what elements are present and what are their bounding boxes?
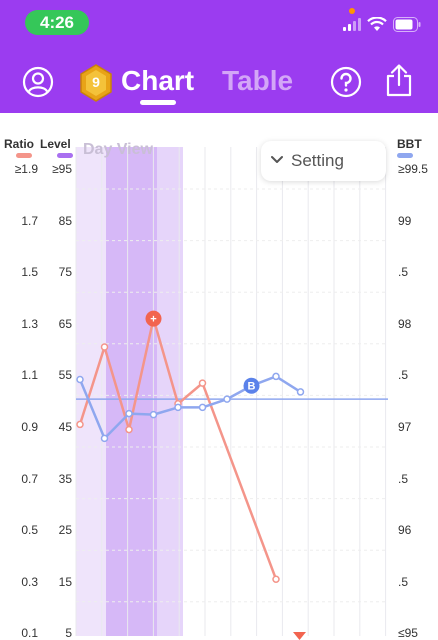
level-tick-label: 15 <box>58 574 72 589</box>
level-tick-label: 35 <box>58 471 72 486</box>
bbt-point <box>272 372 280 381</box>
scroll-indicator-icon <box>293 632 306 640</box>
level-tick-label: 55 <box>58 368 72 383</box>
level-badge-number: 9 <box>92 74 100 90</box>
ratio-point <box>198 379 207 387</box>
top-nav: 9 Chart Table <box>0 55 438 113</box>
ratio-point <box>125 425 133 434</box>
level-tick-label: 25 <box>58 523 72 538</box>
ratio-tick-label: 0.5 <box>21 523 38 538</box>
chevron-down-icon <box>271 156 283 163</box>
bbt-point <box>125 409 133 418</box>
bbt-axis-label: BBT <box>397 137 422 151</box>
wifi-icon <box>367 17 387 31</box>
bbt-point <box>223 395 231 403</box>
fertility-chart[interactable]: +B <box>0 113 438 640</box>
bbt-point <box>149 410 158 419</box>
signal-icon <box>343 18 361 31</box>
tab-table[interactable]: Table <box>222 65 294 96</box>
level-tick-label: 85 <box>58 213 72 228</box>
level-tick-label: 45 <box>58 420 72 434</box>
recording-dot-icon <box>349 8 355 14</box>
bbt-tick-label: 97 <box>398 420 412 434</box>
status-bar: 4:26 <box>0 0 438 46</box>
bbt-legend-swatch <box>397 153 413 158</box>
setting-button[interactable]: Setting <box>261 141 386 181</box>
ratio-tick-label: 1.5 <box>21 265 38 280</box>
bbt-tick-label: .5 <box>398 471 409 486</box>
peak-marker <box>145 310 162 327</box>
day-view-label[interactable]: Day View <box>83 141 153 158</box>
bbt-point <box>296 388 305 396</box>
level-tick-label: 65 <box>58 316 72 331</box>
bbt-tick-label: 98 <box>398 316 412 331</box>
ratio-point <box>100 343 109 351</box>
clock: 4:26 <box>25 10 89 35</box>
level-legend-swatch <box>57 153 73 158</box>
ratio-axis-label: Ratio <box>4 137 34 151</box>
ratio-tick-label: ≥1.9 <box>14 162 38 176</box>
setting-label: Setting <box>291 151 344 170</box>
tab-chart[interactable]: Chart <box>121 65 195 96</box>
bbt-tick-label: .5 <box>398 574 409 589</box>
app-header: 4:26 9 Chart Tab <box>0 0 438 113</box>
level-axis-label: Level <box>40 137 71 151</box>
bbt-marker <box>243 377 260 394</box>
bbt-series-line <box>78 375 302 440</box>
bbt-tick-label: .5 <box>398 368 409 383</box>
ratio-tick-label: 0.1 <box>21 626 38 640</box>
level-tick-label: 75 <box>58 265 72 280</box>
ratio-point <box>272 575 280 583</box>
peak-marker-symbol: + <box>150 314 156 326</box>
help-icon[interactable] <box>330 66 362 98</box>
share-icon[interactable] <box>384 64 414 98</box>
bbt-marker-symbol: B <box>248 381 256 393</box>
active-tab-indicator <box>140 100 176 105</box>
ratio-tick-label: 1.7 <box>21 213 38 228</box>
bbt-point <box>76 375 84 384</box>
period-band-tail <box>157 147 183 636</box>
bbt-tick-label: ≤95 <box>398 626 418 640</box>
level-tick-label: ≥95 <box>52 162 72 176</box>
ratio-point <box>76 420 84 429</box>
ratio-tick-label: 0.7 <box>21 471 38 486</box>
ratio-tick-label: 1.1 <box>21 368 38 383</box>
period-band-peak <box>106 147 157 636</box>
bbt-tick-label: .5 <box>398 265 409 280</box>
battery-icon <box>393 17 421 32</box>
ratio-tick-label: 0.3 <box>21 574 38 589</box>
level-badge-icon[interactable] <box>79 64 113 102</box>
bbt-tick-label: 99 <box>398 213 412 228</box>
bbt-point <box>174 403 182 412</box>
ratio-tick-label: 1.3 <box>21 316 38 331</box>
ratio-tick-label: 0.9 <box>21 420 38 434</box>
level-tick-label: 5 <box>65 626 72 640</box>
bbt-tick-label: ≥99.5 <box>398 162 428 176</box>
ratio-legend-swatch <box>16 153 32 158</box>
bbt-point <box>198 403 207 412</box>
bbt-tick-label: 96 <box>398 523 412 538</box>
bbt-point <box>100 434 109 443</box>
profile-icon[interactable] <box>22 66 54 98</box>
